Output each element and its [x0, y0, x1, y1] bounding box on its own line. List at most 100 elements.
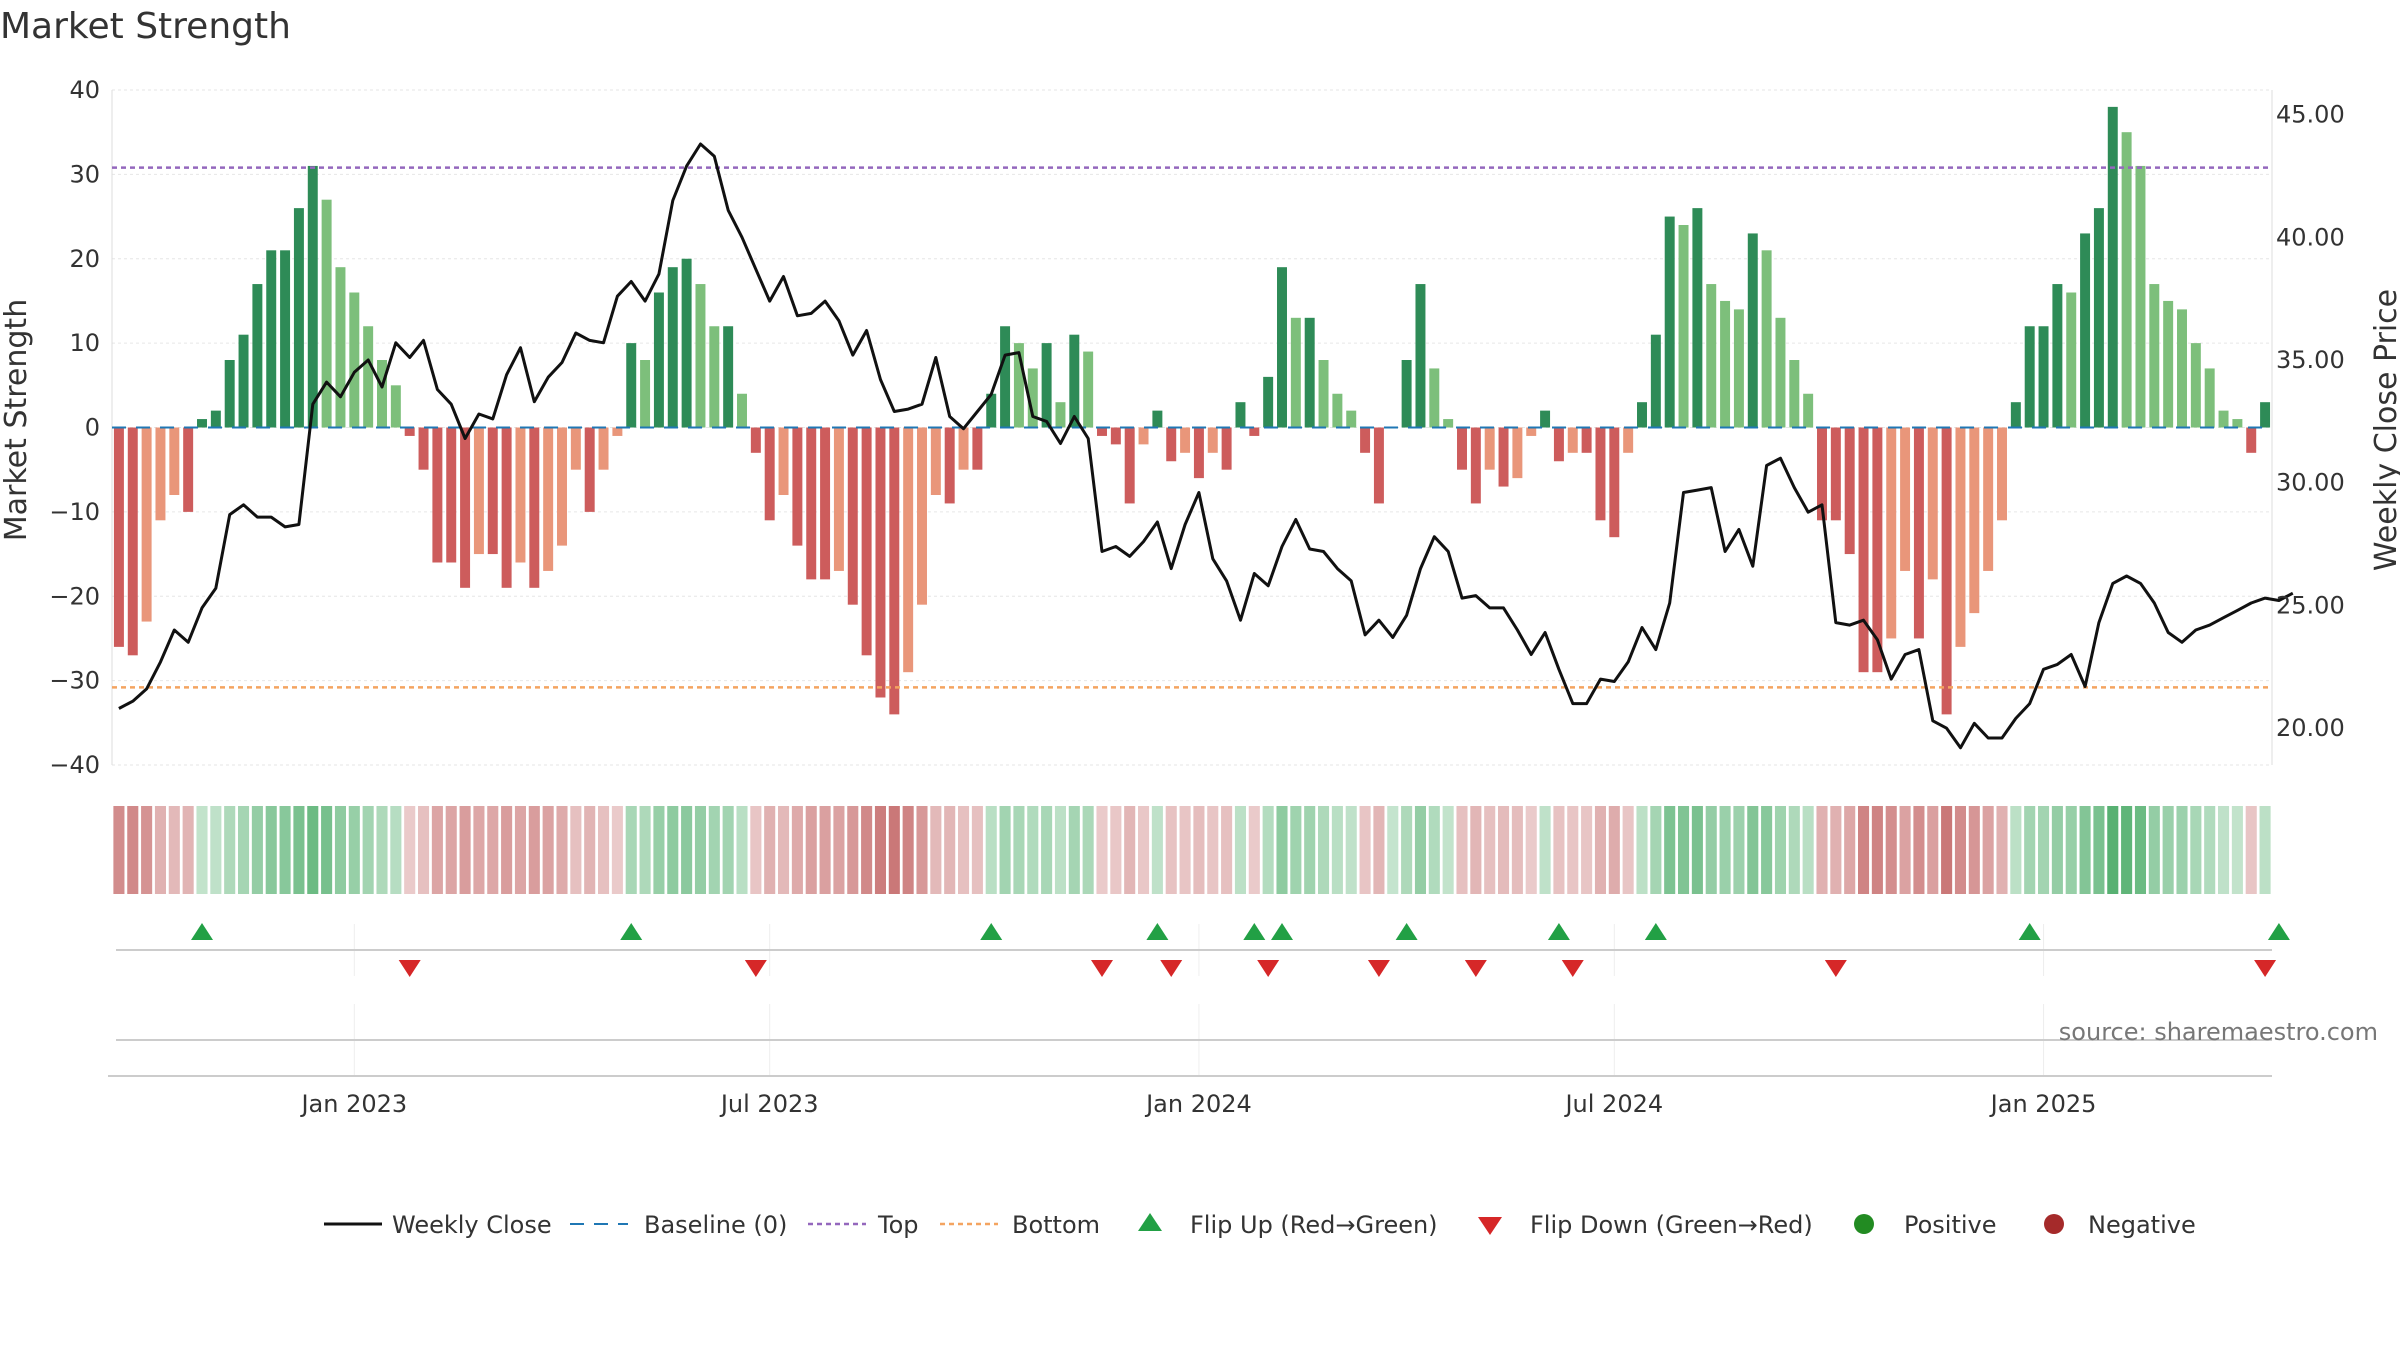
strength-bar [197, 419, 207, 428]
strength-bar [2093, 208, 2104, 428]
strength-bar [986, 393, 997, 428]
strength-bar [1498, 427, 1509, 487]
strength-bar [972, 427, 983, 470]
strength-bar [1013, 343, 1024, 428]
strength-bar [2066, 292, 2077, 428]
strip-cell [1858, 806, 1870, 894]
strip-cell [1761, 806, 1773, 894]
strength-bar [377, 360, 387, 428]
legend-flip-up-swatch [1138, 1213, 1162, 1231]
strip-cell [2204, 806, 2216, 894]
strength-bar [1304, 317, 1315, 428]
strength-bar [155, 427, 166, 521]
strength-bar [1429, 368, 1440, 428]
right-tick-label: 45.00 [2276, 101, 2345, 129]
strength-bar [1207, 427, 1218, 453]
flip-down-marker [1367, 960, 1390, 977]
strip-cell [1594, 806, 1606, 894]
strip-cell [265, 806, 277, 894]
strip-cell [1678, 806, 1690, 894]
legend-label: Top [877, 1211, 919, 1239]
strip-cell [2107, 806, 2119, 894]
strength-bar [930, 427, 941, 495]
strip-cell [376, 806, 388, 894]
strength-bar [404, 427, 415, 436]
strength-bar [1360, 427, 1371, 453]
strip-cell [404, 806, 416, 894]
strip-cell [542, 806, 554, 894]
strip-cell [1650, 806, 1662, 894]
strength-bar [1747, 233, 1758, 428]
strip-cell [847, 806, 859, 894]
strength-bar [1941, 427, 1952, 715]
flip-up-marker [1243, 923, 1266, 940]
strip-cell [1414, 806, 1426, 894]
strip-cell [570, 806, 582, 894]
strip-cell [1387, 806, 1399, 894]
strip-cell [113, 806, 125, 894]
strip-cell [805, 806, 817, 894]
strength-bar [280, 250, 291, 428]
strip-cell [1345, 806, 1357, 894]
strip-cell [736, 806, 748, 894]
strength-bar [1415, 284, 1426, 428]
strength-bar [1830, 427, 1841, 521]
strip-cell [1054, 806, 1066, 894]
strip-cell [321, 806, 333, 894]
strength-bar [1664, 216, 1675, 428]
strip-cell [1110, 806, 1122, 894]
strength-bar [1955, 427, 1966, 647]
strength-bar [709, 326, 720, 428]
strength-bar [1249, 427, 1260, 436]
weekly-close-line [118, 142, 2294, 750]
strip-cell [1691, 806, 1703, 894]
strip-cell [1968, 806, 1980, 894]
strip-cell [902, 806, 914, 894]
strength-bar [612, 427, 623, 436]
right-tick-label: 30.00 [2276, 469, 2345, 497]
left-tick-label: 10 [69, 329, 100, 357]
strip-cell [1027, 806, 1039, 894]
strength-bar [141, 427, 152, 622]
strip-cell [1151, 806, 1163, 894]
strip-cell [362, 806, 374, 894]
strip-cell [1373, 806, 1385, 894]
strength-bar [1110, 427, 1121, 445]
strength-bar [113, 427, 124, 647]
flip-up-marker [1271, 923, 1293, 940]
strength-bar [1553, 427, 1564, 462]
strength-bar [183, 427, 194, 512]
strength-bar [875, 427, 886, 698]
strip-cell [1262, 806, 1274, 894]
flip-down-marker [1464, 960, 1487, 977]
strength-bar [2232, 419, 2243, 428]
flip-up-marker [191, 923, 213, 940]
right-axis-title: Weekly Close Price [2369, 289, 2400, 571]
strength-bar [1789, 360, 1800, 428]
legend-positive-swatch [1854, 1214, 1874, 1234]
legend-label: Bottom [1012, 1211, 1100, 1239]
strip-cell [210, 806, 222, 894]
strength-bar [487, 427, 498, 555]
strip-cell [2121, 806, 2133, 894]
strength-bar [723, 326, 734, 428]
left-tick-label: −40 [49, 751, 100, 779]
strength-bar [681, 258, 692, 428]
strength-bar [640, 360, 651, 428]
strip-cell [1470, 806, 1482, 894]
legend-label: Baseline (0) [644, 1211, 787, 1239]
strip-cell [653, 806, 665, 894]
strength-bar [889, 427, 900, 715]
strength-bar [1900, 427, 1911, 571]
strip-cell [2218, 806, 2230, 894]
strip-cell [1041, 806, 1053, 894]
strip-cell [1996, 806, 2008, 894]
strength-bar [1983, 427, 1994, 571]
strength-bar [958, 427, 969, 470]
strength-bar [1803, 393, 1814, 428]
strip-cell [1539, 806, 1551, 894]
strength-bar [2052, 284, 2063, 428]
strip-cell [1664, 806, 1676, 894]
strength-bar [210, 410, 221, 428]
strength-bar [418, 427, 429, 470]
